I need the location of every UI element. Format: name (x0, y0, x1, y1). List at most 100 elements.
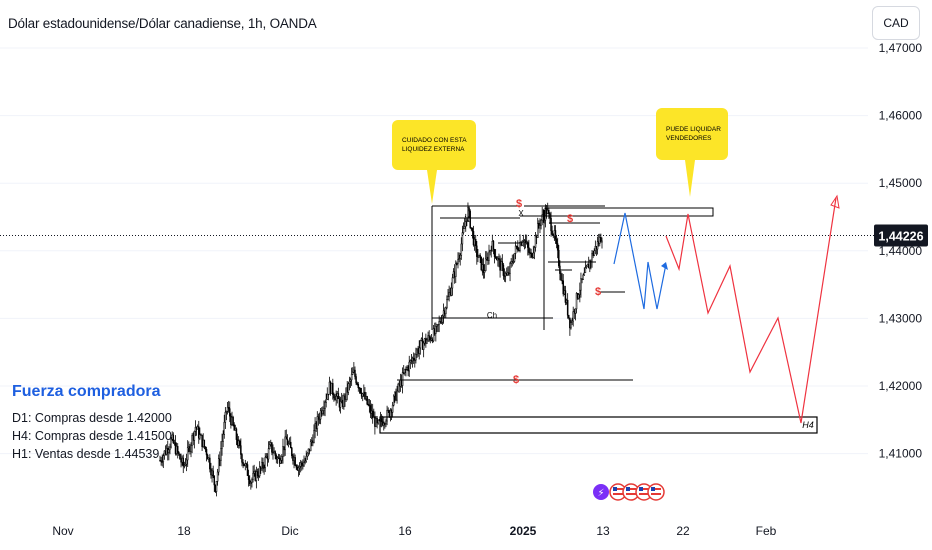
candle-body (302, 464, 304, 467)
candle-body (449, 292, 451, 296)
candle-body (497, 257, 499, 261)
candle-body (572, 311, 574, 322)
candle-body (253, 471, 255, 474)
candle-body (240, 445, 242, 455)
candle-body (438, 321, 440, 325)
candle-body (527, 242, 529, 248)
candle-body (405, 368, 407, 371)
candle-body (172, 434, 175, 444)
candle-body (339, 401, 342, 408)
candle-body (285, 436, 288, 440)
candle-body (466, 220, 468, 222)
candle-body (529, 252, 531, 254)
candle-body (460, 243, 463, 256)
candle-body (546, 209, 549, 214)
candle-body (247, 475, 250, 480)
candle-body (191, 435, 193, 446)
candle-body (587, 263, 590, 269)
candle-body (494, 256, 497, 259)
candle-body (565, 299, 568, 303)
candle-body (510, 261, 512, 264)
candle-body (461, 232, 464, 245)
candle-body (273, 451, 275, 454)
liquidity-dollar-marker: $ (595, 286, 601, 298)
candle-body (558, 250, 560, 267)
candle-body (309, 441, 312, 452)
candle-body (531, 253, 533, 258)
candle-body (575, 293, 578, 310)
candle-body (580, 278, 582, 291)
candle-body (408, 361, 410, 372)
candle-body (508, 272, 510, 274)
candle-body (312, 440, 314, 444)
candle-body (365, 396, 367, 400)
candle-body (570, 322, 572, 329)
time-tick-label: Feb (756, 524, 777, 538)
candle-body (324, 402, 326, 409)
structure-label: X (518, 209, 524, 218)
candle-body (254, 471, 257, 481)
callout-liquidity-bubble (392, 120, 476, 170)
candle-body (464, 221, 467, 227)
candle-body (422, 342, 425, 350)
candle-body (298, 466, 301, 469)
candle-body (357, 384, 360, 389)
candle-body (400, 380, 403, 386)
candle-body (427, 335, 429, 341)
structure-label: Ch (487, 311, 497, 320)
candle-body (502, 264, 505, 276)
candle-body (491, 240, 494, 252)
candle-body (226, 407, 229, 412)
candle-body (534, 235, 537, 248)
currency-button[interactable]: CAD (872, 6, 920, 40)
candle-body (349, 379, 352, 382)
time-tick-label: 13 (596, 524, 610, 538)
candle-body (315, 423, 317, 430)
candle-body (252, 473, 254, 480)
candle-body (352, 371, 354, 375)
candle-body (345, 387, 347, 400)
candle-body (268, 444, 271, 449)
candle-body (521, 242, 523, 246)
time-tick-label: 2025 (510, 524, 537, 538)
candle-body (292, 455, 294, 461)
candle-body (296, 466, 299, 471)
candle-body (201, 434, 203, 447)
candle-body (599, 236, 601, 244)
candle-body (447, 296, 449, 300)
price-axis[interactable]: 1,47000 1,46000 1,45000 1,44000 1,43000 1,420… (0, 41, 928, 461)
candle-body (532, 252, 535, 258)
candle-body (390, 410, 393, 413)
candle-body (428, 335, 430, 338)
candle-body (582, 274, 584, 280)
candle-body (188, 446, 190, 448)
time-axis[interactable]: Nov 18 Dic 16 2025 13 22 Feb (52, 524, 776, 538)
candle-body (283, 446, 285, 451)
candle-body (511, 261, 514, 263)
candle-body (327, 393, 330, 396)
candle-body (585, 266, 588, 268)
candle-body (363, 391, 365, 394)
candle-body (203, 439, 206, 447)
candle-body (231, 416, 233, 426)
candle-body (334, 397, 336, 401)
candle-body (415, 354, 417, 361)
candle-body (348, 381, 351, 384)
candle-body (202, 439, 204, 447)
chart-title: Dólar estadounidense/Dólar canadiense, 1… (8, 16, 317, 31)
candle-body (168, 449, 170, 453)
candle-body (220, 448, 222, 461)
candle-body (463, 226, 466, 229)
candle-body (409, 360, 412, 363)
candle-body (462, 228, 465, 233)
callout-liquidity-text: LIQUIDEZ EXTERNA (402, 146, 465, 153)
candle-body (380, 418, 383, 423)
candle-body (237, 440, 240, 446)
candle-body (533, 247, 536, 254)
candle-body (562, 280, 564, 295)
callout-sellers-bubble (656, 108, 728, 160)
candle-body (224, 411, 227, 423)
projection-blue-arrow (661, 262, 668, 270)
candle-body (440, 321, 443, 324)
candle-body (586, 263, 589, 267)
